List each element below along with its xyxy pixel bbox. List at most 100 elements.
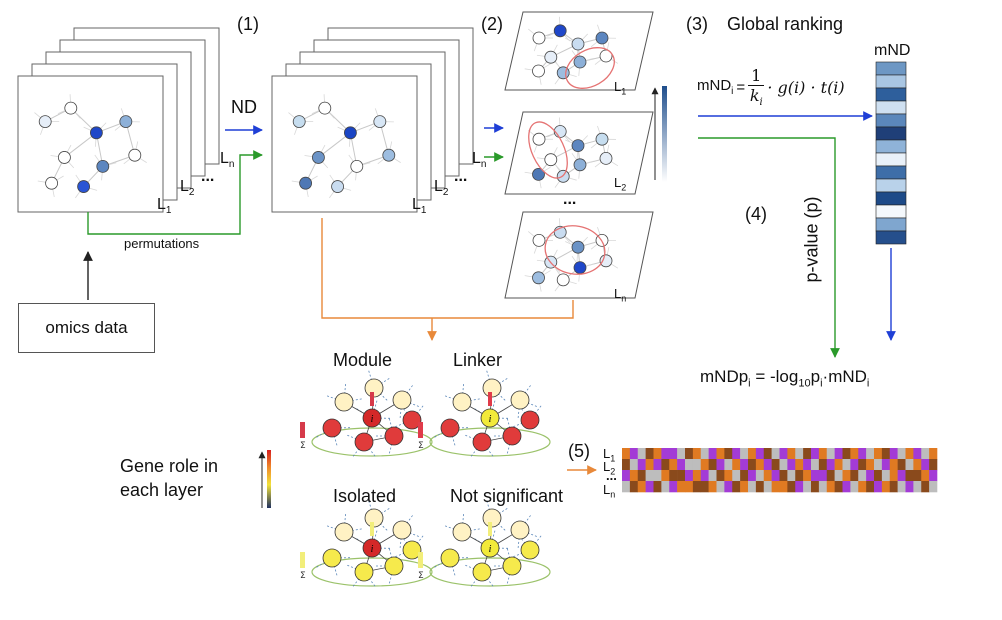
- layer2-node: [574, 159, 586, 171]
- mnd-cell: [876, 140, 906, 153]
- mndp-formula: mNDpi = -log10pi·mNDi: [700, 367, 869, 389]
- role-isolated-title: Isolated: [333, 486, 396, 507]
- layerN-node: [572, 241, 584, 253]
- layerN-node: [574, 262, 586, 274]
- layerN-node: [533, 272, 545, 284]
- linker-node: [441, 419, 459, 437]
- isolated-center-bar: [370, 522, 374, 536]
- heatmap-cell: [803, 470, 811, 481]
- heatmap-cell: [756, 459, 764, 470]
- heatmap-cell: [882, 470, 890, 481]
- heatmap-cell: [827, 481, 835, 492]
- isolated-node: [385, 557, 403, 575]
- nd-net-node: [383, 149, 395, 161]
- heatmap-cell: [772, 481, 780, 492]
- heatmap-cell: [630, 481, 638, 492]
- heatmap-cell: [661, 448, 669, 459]
- heatmap-cell: [890, 459, 898, 470]
- heatmap-cell: [874, 459, 882, 470]
- mnd-cell: [876, 62, 906, 75]
- nd-net-node: [312, 151, 324, 163]
- heatmap-cell: [795, 448, 803, 459]
- heatmap-cell: [866, 459, 874, 470]
- heatmap-cell: [630, 470, 638, 481]
- ellipsis-c: ...: [563, 191, 576, 209]
- heatmap-cell: [929, 448, 937, 459]
- heatmap-cell: [724, 459, 732, 470]
- heatmap-cell: [827, 470, 835, 481]
- heatmap-cell: [654, 448, 662, 459]
- layer1-node: [596, 32, 608, 44]
- module-node: [355, 433, 373, 451]
- heatmap-cell: [701, 459, 709, 470]
- heatmap-cell: [811, 459, 819, 470]
- heatmap-cell: [638, 448, 646, 459]
- linker-node: [473, 433, 491, 451]
- heatmap-cell: [898, 481, 906, 492]
- heatmap-cell: [906, 459, 914, 470]
- heatmap-cell: [724, 481, 732, 492]
- heatmap-cell: [906, 448, 914, 459]
- layer-label-l1-b: L1: [412, 196, 426, 216]
- linker-center-mark: i: [489, 414, 492, 425]
- module-layers: [505, 12, 667, 298]
- heatmap-cell: [929, 481, 937, 492]
- mnd-vector-label: mND: [874, 42, 910, 60]
- mnd-cell: [876, 114, 906, 127]
- heat-label-ln: Ln: [603, 482, 615, 500]
- notsignificant-center-bar: [488, 522, 492, 536]
- heatmap-cell: [669, 459, 677, 470]
- heatmap-cell: [811, 481, 819, 492]
- heatmap-cell: [811, 448, 819, 459]
- heatmap-cell: [874, 481, 882, 492]
- input-net-node: [90, 127, 102, 139]
- input-net-sheet: [18, 76, 163, 212]
- heatmap-cell: [921, 459, 929, 470]
- gene-role-label-2: each layer: [120, 480, 203, 501]
- heatmap-cell: [669, 448, 677, 459]
- heatmap-cell: [717, 470, 725, 481]
- heatmap-cell: [772, 448, 780, 459]
- heatmap-cell: [795, 470, 803, 481]
- heatmap-cell: [835, 470, 843, 481]
- heatmap-cell: [709, 470, 717, 481]
- heatmap-cell: [835, 448, 843, 459]
- heatmap-cell: [638, 470, 646, 481]
- pvalue-label: p-value (p): [802, 190, 823, 290]
- mnd-cell: [876, 75, 906, 88]
- heatmap-cell: [646, 448, 654, 459]
- notsignificant-node: [473, 563, 491, 581]
- heatmap-cell: [811, 470, 819, 481]
- nd-net-node: [300, 177, 312, 189]
- heatmap-cell: [661, 459, 669, 470]
- heatmap-cell: [787, 459, 795, 470]
- heatmap-cell: [724, 448, 732, 459]
- heatmap-cell: [654, 481, 662, 492]
- heatmap-cell: [890, 481, 898, 492]
- heatmap-cell: [866, 481, 874, 492]
- heatmap-cell: [764, 470, 772, 481]
- heatmap-cell: [906, 470, 914, 481]
- heatmap-cell: [787, 470, 795, 481]
- input-net-node: [65, 102, 77, 114]
- linker-sum-bar: [418, 422, 423, 438]
- layer2-node: [596, 133, 608, 145]
- heatmap-cell: [882, 448, 890, 459]
- layer1-node: [574, 56, 586, 68]
- layer-label-ln-b: Ln: [472, 150, 486, 170]
- heatmap-cell: [874, 448, 882, 459]
- heatmap-cell: [921, 470, 929, 481]
- input-net-node: [39, 116, 51, 128]
- layerN-node: [533, 234, 545, 246]
- heatmap-cell: [850, 481, 858, 492]
- heatmap-cell: [764, 459, 772, 470]
- step-5-label: (5): [568, 441, 590, 462]
- heatmap-cell: [780, 470, 788, 481]
- input-net-node: [120, 116, 132, 128]
- heatmap-cell: [622, 470, 630, 481]
- heatmap-cell: [772, 470, 780, 481]
- input-net-node: [78, 181, 90, 193]
- heatmap-cell: [913, 448, 921, 459]
- role-gradient-bar: [267, 450, 271, 508]
- heatmap-cell: [787, 448, 795, 459]
